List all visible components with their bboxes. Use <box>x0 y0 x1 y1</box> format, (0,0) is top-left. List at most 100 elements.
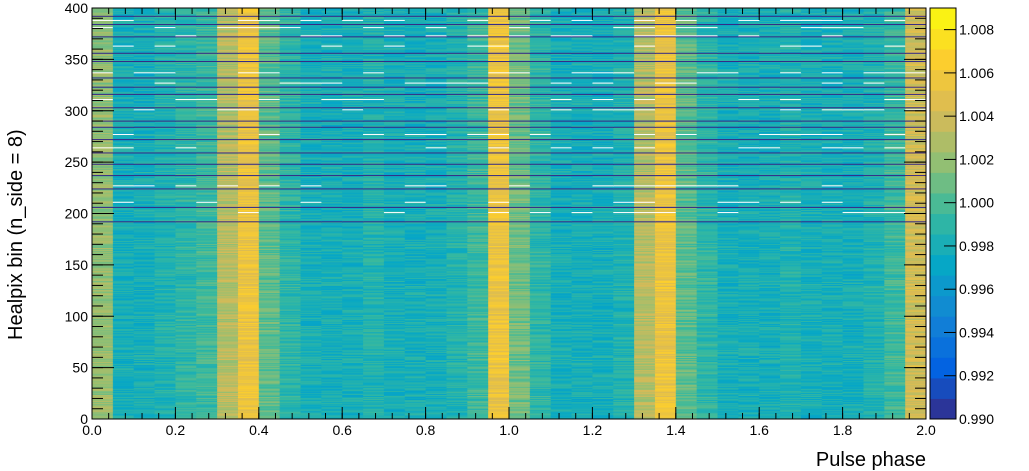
heat-cell <box>404 357 427 359</box>
heat-cell <box>342 363 364 366</box>
heat-cell <box>634 416 656 419</box>
heat-cell <box>863 365 885 368</box>
heat-cell <box>592 386 614 388</box>
heat-cell <box>821 379 844 382</box>
heat-cell <box>300 397 322 400</box>
heat-cell <box>383 364 406 367</box>
heat-cell <box>634 363 656 366</box>
heat-cell <box>592 407 614 410</box>
heat-cell <box>363 367 385 370</box>
heat-cell <box>404 377 427 380</box>
heat-cell <box>842 414 865 417</box>
heat-cell <box>759 404 781 407</box>
heat-cell <box>905 388 926 390</box>
heat-cell <box>258 402 281 405</box>
heat-cell <box>759 363 781 366</box>
heat-cell <box>634 377 656 380</box>
heat-cell <box>717 379 739 382</box>
heat-cell <box>550 410 573 413</box>
heat-cell <box>154 405 176 408</box>
heat-cell <box>446 415 468 418</box>
heat-cell <box>342 396 364 399</box>
heat-cell <box>446 370 468 373</box>
heat-cell <box>133 363 156 366</box>
heat-cell <box>175 364 197 367</box>
heat-cell <box>550 403 573 406</box>
heat-cell <box>425 361 448 364</box>
heat-cell <box>425 351 448 353</box>
heat-cell <box>821 383 844 385</box>
heat-cell <box>509 410 531 413</box>
heat-cell <box>821 367 844 370</box>
heat-cell <box>154 377 176 380</box>
heat-cell <box>863 370 885 373</box>
heat-cell <box>488 372 510 375</box>
heat-cell <box>780 392 802 394</box>
heat-cell <box>759 356 781 358</box>
heat-cell <box>383 399 406 402</box>
heat-cell <box>905 360 926 363</box>
heat-cell <box>133 380 156 383</box>
heat-cell <box>550 376 573 379</box>
heat-cell <box>613 395 635 397</box>
heat-cell <box>550 365 573 368</box>
heat-cell <box>404 394 427 396</box>
heat-cell <box>404 351 427 353</box>
heat-cell <box>905 382 926 384</box>
heat-cell <box>237 404 260 407</box>
heat-cell <box>592 405 614 408</box>
heat-cell <box>759 370 781 373</box>
heat-cell <box>112 378 135 381</box>
heat-cell <box>654 351 677 353</box>
heat-cell <box>175 363 197 366</box>
heat-cell <box>821 390 844 392</box>
heat-cell <box>529 374 552 377</box>
heat-cell <box>613 376 635 379</box>
heat-cell <box>112 352 135 354</box>
heat-cell <box>654 384 677 386</box>
heat-cell <box>509 392 531 394</box>
heat-cell <box>175 391 197 393</box>
heat-cell <box>675 378 698 381</box>
heat-cell <box>133 393 156 395</box>
heat-cell <box>780 416 802 419</box>
heat-cell <box>717 393 739 395</box>
heat-cell <box>821 380 844 383</box>
heat-cell <box>300 392 322 394</box>
heat-cell <box>529 352 552 354</box>
heat-cell <box>592 351 614 353</box>
heat-cell <box>717 380 739 383</box>
heat-cell <box>112 390 135 392</box>
heat-cell <box>258 412 281 415</box>
heat-cell <box>154 383 176 385</box>
heat-cell <box>133 397 156 400</box>
heat-cell <box>821 412 844 415</box>
heat-cell <box>592 415 614 418</box>
heat-cell <box>509 388 531 390</box>
heat-cell <box>279 360 302 363</box>
heat-cell <box>92 402 114 405</box>
heat-cell <box>738 368 760 371</box>
heat-cell <box>133 356 156 358</box>
heat-cell <box>92 401 114 404</box>
heat-cell <box>112 360 135 363</box>
heat-cell <box>237 390 260 392</box>
heat-cell <box>258 380 281 383</box>
heat-cell <box>780 401 802 404</box>
heat-cell <box>488 407 510 410</box>
heat-cell <box>654 411 677 414</box>
heat-cell <box>404 414 427 417</box>
heat-cell <box>342 403 364 406</box>
heat-cell <box>634 398 656 401</box>
heat-cell <box>863 385 885 387</box>
heat-cell <box>446 411 468 414</box>
heat-cell <box>467 356 489 358</box>
heat-cell <box>675 358 698 361</box>
heat-cell <box>237 374 260 377</box>
heat-cell <box>467 363 489 366</box>
heat-cell <box>342 376 364 379</box>
heat-cell <box>842 376 865 379</box>
heat-cell <box>634 375 656 378</box>
heat-cell <box>863 369 885 372</box>
heat-cell <box>654 355 677 357</box>
